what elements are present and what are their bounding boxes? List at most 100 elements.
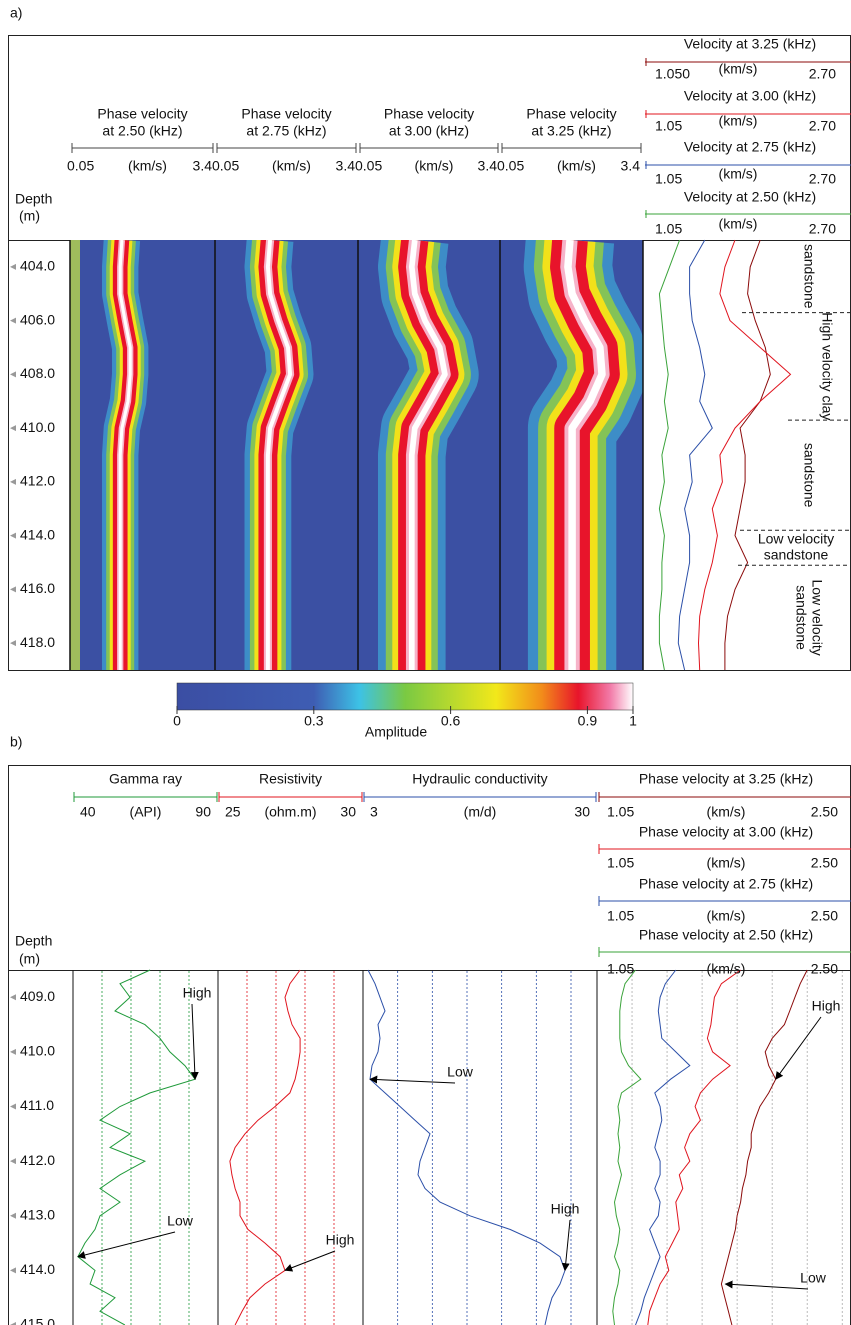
velocity-curve [721,970,807,1325]
scale-max: 2.70 [809,118,836,134]
scale-min: 40 [80,804,96,820]
y-tick-label: 404.0 [20,258,55,274]
scale-max: 3.4 [336,158,356,174]
scale-title: Velocity at 2.50 (kHz) [684,189,816,205]
scale-min: 1.05 [655,118,682,134]
annotation-arrow [725,1284,808,1289]
panel-label: b) [10,734,22,750]
y-tick-label: 415.0 [20,1316,55,1325]
scale-title: Phase velocity at 3.25 (kHz) [639,771,813,787]
track-title: Phase velocity [97,106,187,122]
scale-unit: (ohm.m) [264,804,316,820]
y-tick [10,1158,16,1164]
scale-unit: (km/s) [415,158,454,174]
scale-max: 90 [195,804,211,820]
scale-unit: (km/s) [707,908,746,924]
scale-unit: (km/s) [707,855,746,871]
y-tick [10,318,16,324]
velocity-curve [725,240,770,670]
annotation-arrow [192,1004,195,1079]
track-title: Phase velocity [526,106,616,122]
scale-min: 0.05 [67,158,94,174]
y-tick [10,1104,16,1110]
scale-title: Phase velocity at 3.00 (kHz) [639,824,813,840]
annotation: High [551,1201,580,1217]
depth-title: Depth [15,933,52,949]
scale-min: 3 [370,804,378,820]
figure: a)Depth(m)404.0406.0408.0410.0412.0414.0… [0,0,851,1325]
depth-title: Depth [15,191,52,207]
colorbar-tick-label: 0.6 [441,713,461,729]
y-tick-label: 418.0 [20,634,55,650]
scale-max: 3.4 [621,158,641,174]
log-title: Hydraulic conductivity [412,771,547,787]
y-tick [10,1213,16,1219]
y-tick [10,994,16,1000]
scale-min: 1.05 [607,908,634,924]
lithology-label: sandstone [801,244,817,309]
scale-unit: (API) [130,804,162,820]
scale-min: 1.050 [655,66,690,82]
y-tick-label: 414.0 [20,526,55,542]
heatmap-background [70,240,215,670]
track-subtitle: at 3.25 (kHz) [531,123,611,139]
scale-min: 0.05 [497,158,524,174]
lithology-label: Low velocity [758,530,834,546]
scale-unit: (km/s) [719,61,758,77]
scale-unit: (km/s) [719,113,758,129]
scale-unit: (km/s) [272,158,311,174]
velocity-curve [648,970,741,1325]
annotation: High [183,985,212,1001]
velocity-curve [699,240,791,670]
scale-max: 30 [574,804,590,820]
scale-max: 3.4 [193,158,213,174]
y-tick [10,586,16,592]
annotation: Low [167,1213,194,1229]
annotation: High [812,998,841,1014]
track-title: Phase velocity [241,106,331,122]
colorbar [177,683,633,710]
track-subtitle: at 3.00 (kHz) [389,123,469,139]
scale-title: Velocity at 3.25 (kHz) [684,36,816,52]
y-tick-label: 408.0 [20,365,55,381]
scale-min: 1.05 [607,961,634,977]
scale-unit: (km/s) [128,158,167,174]
lithology-label: High velocity clay [819,312,835,420]
scale-title: Velocity at 2.75 (kHz) [684,139,816,155]
heatmaps [70,240,643,670]
log-title: Resistivity [259,771,322,787]
y-tick-label: 409.0 [20,988,55,1004]
y-tick [10,1267,16,1273]
y-tick [10,640,16,646]
annotation: Low [447,1064,474,1080]
depth-unit: (m) [19,951,40,967]
velocity-curve [636,970,690,1325]
scale-max: 2.50 [811,961,838,977]
scale-max: 2.70 [809,66,836,82]
scale-unit: (km/s) [719,216,758,232]
y-tick-label: 410.0 [20,419,55,435]
y-tick-label: 412.0 [20,1152,55,1168]
y-tick-label: 413.0 [20,1206,55,1222]
scale-max: 30 [340,804,356,820]
scale-max: 2.50 [811,908,838,924]
scale-max: 2.70 [809,171,836,187]
scale-unit: (km/s) [707,804,746,820]
scale-max: 3.4 [478,158,498,174]
annotation: Low [800,1270,827,1286]
scale-unit: (m/d) [464,804,497,820]
lithology-label: sandstone [801,443,817,508]
log-title: Gamma ray [109,771,182,787]
y-tick [10,479,16,485]
track-title: Phase velocity [384,106,474,122]
y-tick-label: 412.0 [20,473,55,489]
colorbar-tick-label: 0.9 [578,713,598,729]
scale-max: 2.70 [809,221,836,237]
velocity-curve [613,970,641,1325]
scale-min: 25 [225,804,241,820]
annotation-arrow [370,1079,455,1083]
colorbar-tick-label: 0 [173,713,181,729]
track-subtitle: at 2.50 (kHz) [102,123,182,139]
y-tick [10,1049,16,1055]
scale-title: Velocity at 3.00 (kHz) [684,88,816,104]
